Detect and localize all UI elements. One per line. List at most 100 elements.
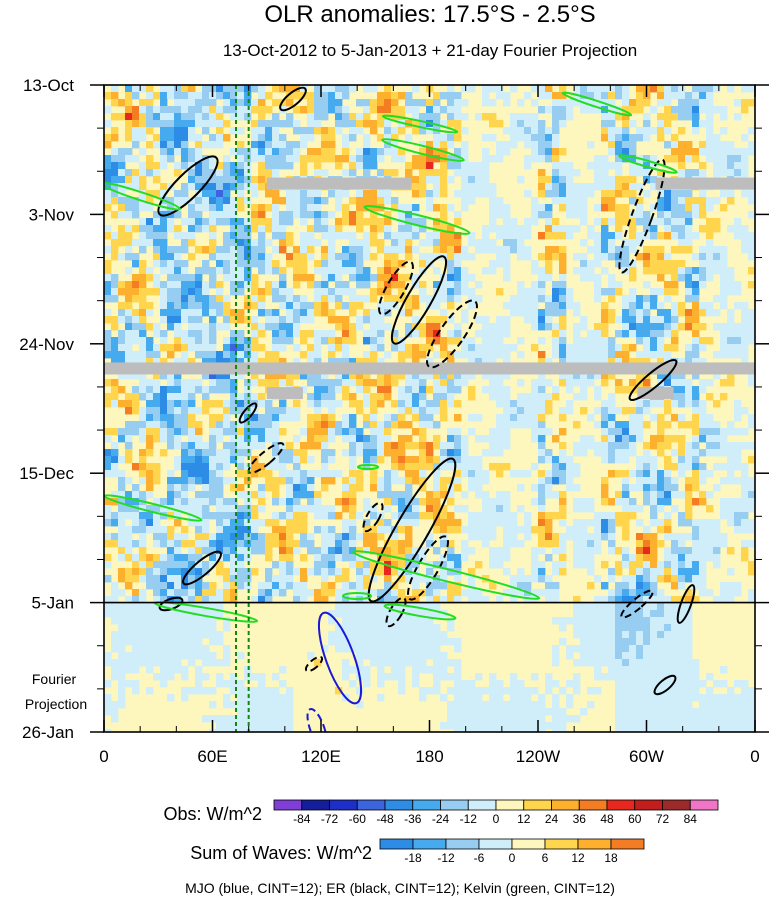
anomaly-cell <box>678 421 686 429</box>
anomaly-cell <box>216 547 224 555</box>
anomaly-cell <box>300 302 308 310</box>
anomaly-cell <box>531 316 539 324</box>
anomaly-cell <box>314 351 322 359</box>
anomaly-cell <box>601 253 609 261</box>
anomaly-cell <box>167 197 175 205</box>
anomaly-cell <box>622 547 630 555</box>
anomaly-cell <box>188 232 196 240</box>
anomaly-cell <box>328 330 336 338</box>
anomaly-cell <box>216 267 224 275</box>
anomaly-cell <box>104 449 112 457</box>
anomaly-cell <box>286 582 294 590</box>
anomaly-cell <box>349 302 357 310</box>
anomaly-cell <box>160 407 168 415</box>
anomaly-cell <box>286 99 294 107</box>
anomaly-cell <box>433 498 441 506</box>
anomaly-cell <box>335 92 343 100</box>
anomaly-cell <box>174 232 182 240</box>
anomaly-cell <box>174 596 182 604</box>
anomaly-cell <box>601 309 609 317</box>
anomaly-cell <box>237 344 245 352</box>
anomaly-cell <box>615 169 623 177</box>
anomaly-cell <box>566 295 574 303</box>
anomaly-cell <box>720 330 728 338</box>
anomaly-cell <box>685 351 693 359</box>
anomaly-cell <box>650 85 658 93</box>
anomaly-cell <box>622 449 630 457</box>
anomaly-cell <box>475 596 483 604</box>
anomaly-cell <box>538 547 546 555</box>
anomaly-cell <box>412 617 420 625</box>
anomaly-cell <box>384 281 392 289</box>
anomaly-cell <box>167 218 175 226</box>
anomaly-cell <box>363 295 371 303</box>
anomaly-cell <box>531 148 539 156</box>
anomaly-cell <box>601 120 609 128</box>
anomaly-cell <box>251 120 259 128</box>
anomaly-cell <box>545 456 553 464</box>
anomaly-cell <box>391 449 399 457</box>
anomaly-cell <box>237 554 245 562</box>
anomaly-cell <box>580 505 588 513</box>
anomaly-cell <box>188 540 196 548</box>
anomaly-cell <box>713 351 721 359</box>
anomaly-cell <box>699 99 707 107</box>
anomaly-cell <box>720 162 728 170</box>
anomaly-cell <box>279 267 287 275</box>
anomaly-cell <box>447 295 455 303</box>
anomaly-cell <box>552 295 560 303</box>
anomaly-cell <box>335 554 343 562</box>
anomaly-cell <box>671 246 679 254</box>
anomaly-cell <box>419 456 427 464</box>
anomaly-cell <box>678 309 686 317</box>
anomaly-cell <box>349 449 357 457</box>
anomaly-cell <box>412 442 420 450</box>
anomaly-cell <box>363 162 371 170</box>
anomaly-cell <box>706 232 714 240</box>
anomaly-cell <box>461 197 469 205</box>
anomaly-cell <box>216 470 224 478</box>
anomaly-cell <box>258 218 266 226</box>
anomaly-cell <box>132 407 140 415</box>
anomaly-cell <box>671 155 679 163</box>
anomaly-cell <box>503 218 511 226</box>
anomaly-cell <box>188 449 196 457</box>
anomaly-cell <box>398 526 406 534</box>
anomaly-cell <box>398 386 406 394</box>
anomaly-cell <box>552 435 560 443</box>
anomaly-cell <box>111 351 119 359</box>
anomaly-cell <box>734 589 742 597</box>
anomaly-cell <box>181 631 189 639</box>
anomaly-cell <box>678 232 686 240</box>
anomaly-cell <box>202 183 210 191</box>
anomaly-cell <box>195 302 203 310</box>
anomaly-cell <box>174 561 182 569</box>
anomaly-cell <box>195 344 203 352</box>
anomaly-cell <box>405 106 413 114</box>
anomaly-cell <box>734 407 742 415</box>
anomaly-cell <box>405 162 413 170</box>
anomaly-cell <box>286 498 294 506</box>
anomaly-cell <box>664 477 672 485</box>
anomaly-cell <box>384 379 392 387</box>
anomaly-cell <box>657 253 665 261</box>
anomaly-cell <box>692 351 700 359</box>
anomaly-cell <box>181 141 189 149</box>
anomaly-cell <box>195 274 203 282</box>
anomaly-cell <box>230 204 238 212</box>
anomaly-cell <box>125 316 133 324</box>
anomaly-cell <box>132 561 140 569</box>
anomaly-cell <box>321 428 329 436</box>
anomaly-cell <box>118 281 126 289</box>
anomaly-cell <box>223 540 231 548</box>
anomaly-cell <box>202 393 210 401</box>
anomaly-cell <box>363 204 371 212</box>
anomaly-cell <box>587 547 595 555</box>
anomaly-cell <box>202 484 210 492</box>
anomaly-cell <box>300 246 308 254</box>
anomaly-cell <box>594 610 602 618</box>
anomaly-cell <box>209 316 217 324</box>
anomaly-cell <box>104 197 112 205</box>
anomaly-cell <box>160 183 168 191</box>
anomaly-cell <box>496 288 504 296</box>
